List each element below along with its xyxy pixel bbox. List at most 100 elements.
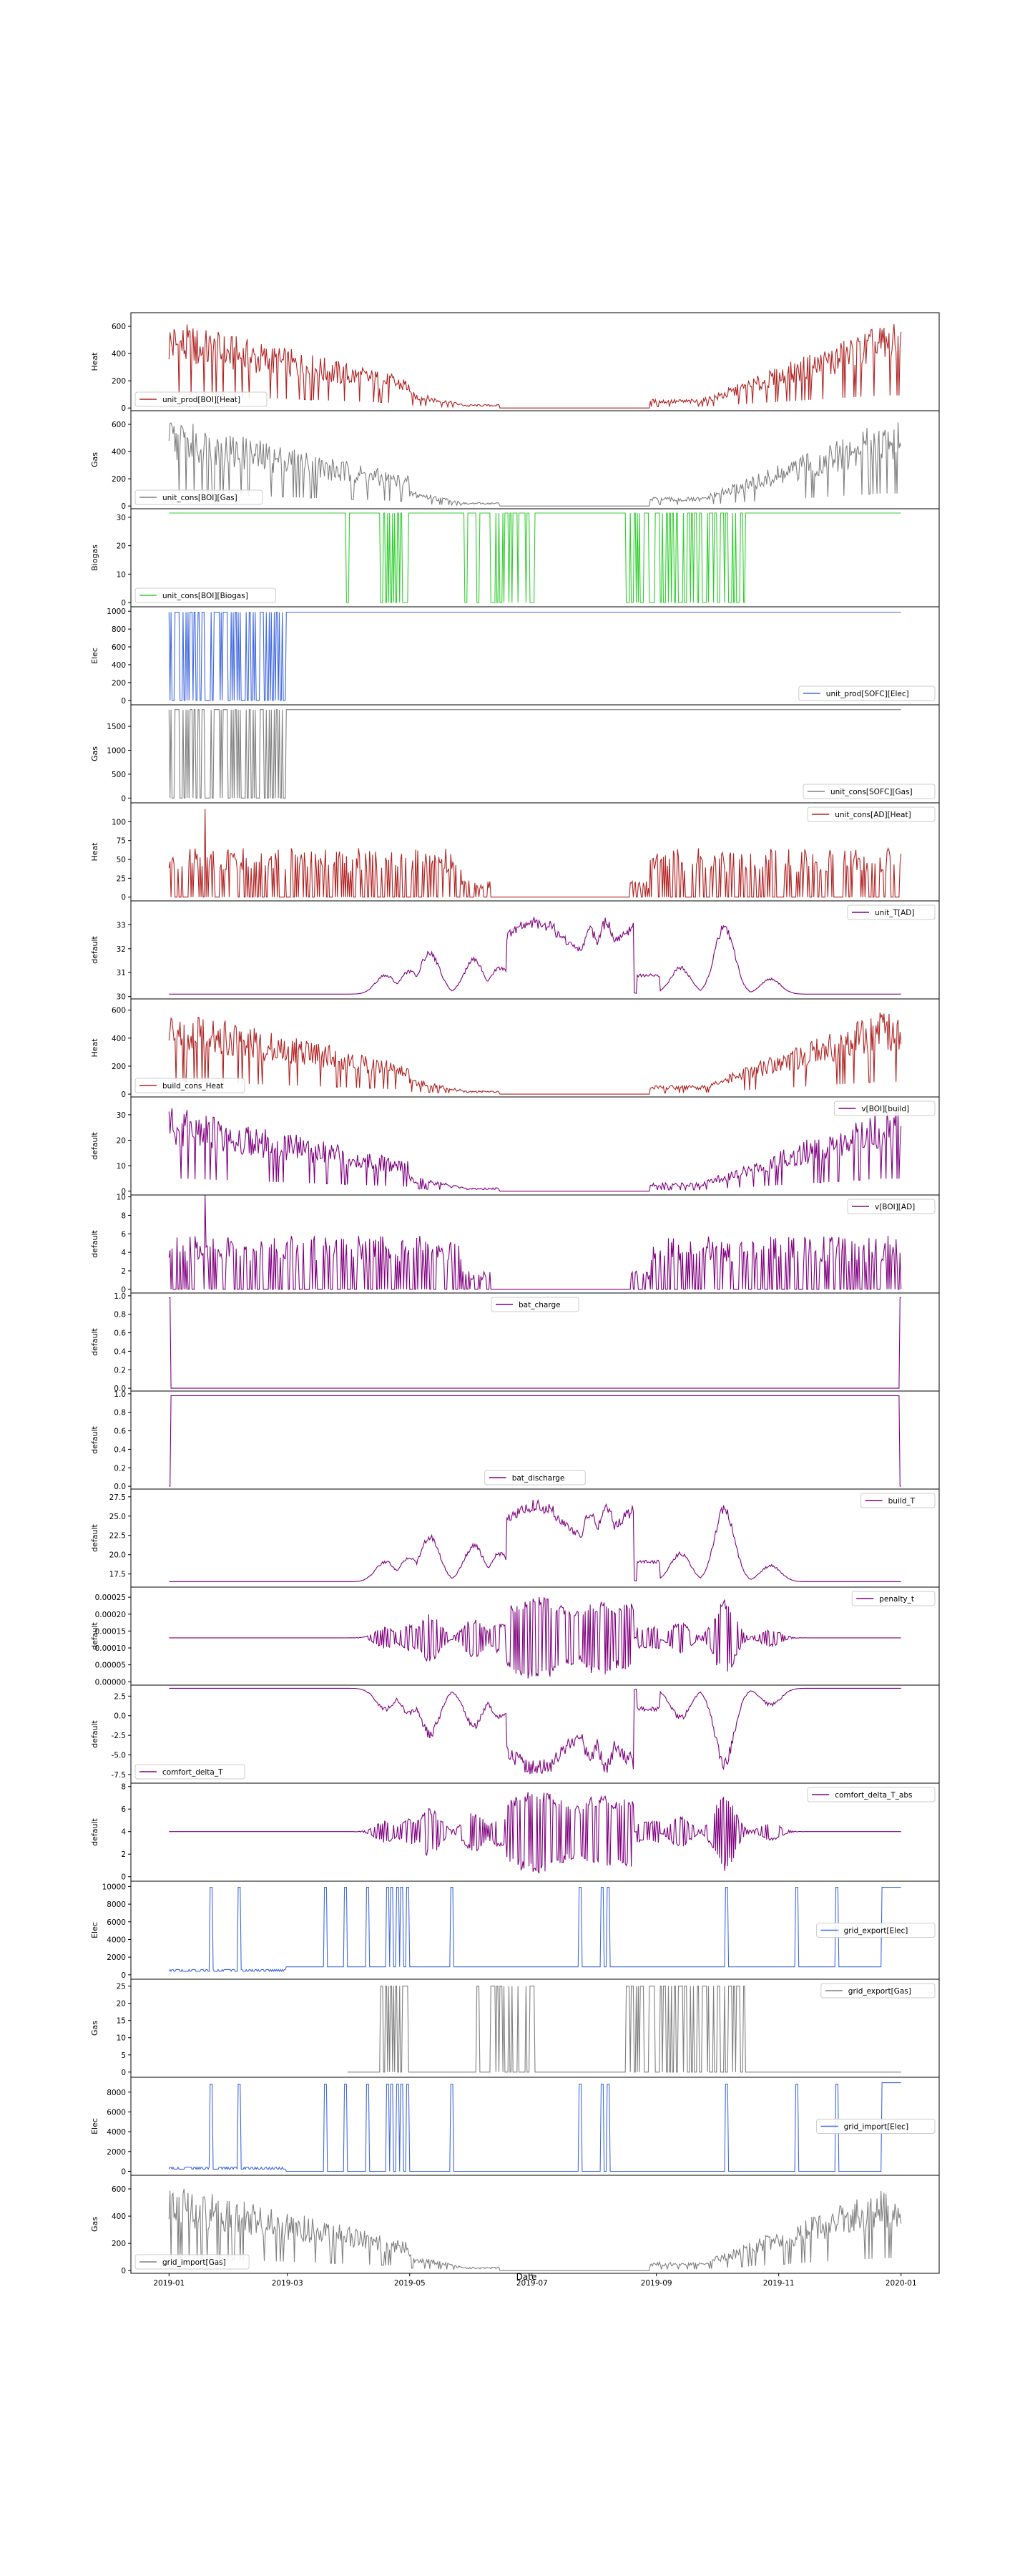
- legend: unit_cons[SOFC][Gas]: [803, 784, 936, 799]
- panel-12: 17.5 20.0 22.5 25.0 27.5 default build_T: [90, 1488, 940, 1588]
- series-line: [168, 1195, 902, 1290]
- panel-frame: [130, 1684, 940, 1784]
- y-tick-label: 4: [121, 1249, 126, 1257]
- y-tick-label: 0.0: [114, 1483, 126, 1491]
- y-tick-label: 20: [117, 542, 126, 551]
- panel-19: 0 200 400 600 Gas grid_import[Gas]: [90, 2175, 940, 2275]
- y-axis-label: Gas: [90, 2021, 99, 2036]
- y-tick-label: 25.0: [109, 1513, 126, 1521]
- y-tick-label: 31: [117, 969, 126, 977]
- y-tick-label: 200: [112, 2240, 126, 2248]
- y-tick-label: 1000: [107, 608, 126, 616]
- y-tick-label: 600: [112, 643, 126, 652]
- y-tick-label: 20.0: [109, 1551, 126, 1560]
- legend-label: grid_import[Gas]: [162, 2258, 226, 2267]
- legend-label: grid_export[Elec]: [844, 1927, 908, 1936]
- y-axis-label: Biogas: [90, 545, 99, 571]
- y-tick-label: 0.00000: [95, 1678, 126, 1687]
- y-tick-label: 2000: [107, 2148, 126, 2157]
- series-line: [168, 809, 902, 898]
- y-tick-label: 0.0: [114, 1712, 126, 1721]
- y-tick-label: 0: [121, 894, 126, 902]
- y-tick-label: 400: [112, 350, 126, 358]
- y-axis-label: default: [90, 1719, 99, 1747]
- y-tick-label: 10: [117, 570, 126, 579]
- y-tick-label: 0: [121, 599, 126, 608]
- y-axis-label: default: [90, 1621, 99, 1649]
- panel-7: 0 200 400 600 Heat build_cons_Heat: [90, 998, 940, 1099]
- legend: unit_cons[AD][Heat]: [807, 806, 936, 822]
- series-line: [168, 1108, 902, 1192]
- legend: unit_prod[SOFC][Elec]: [798, 686, 936, 701]
- y-tick-label: 400: [112, 2212, 126, 2221]
- legend: comfort_delta_T: [134, 1764, 245, 1780]
- y-tick-label: 10: [117, 2034, 126, 2043]
- y-axis-label: Elec: [90, 648, 99, 664]
- legend-label: penalty_t: [879, 1595, 914, 1604]
- y-axis-label: Heat: [90, 352, 99, 371]
- y-tick-label: 1000: [107, 746, 126, 755]
- y-tick-label: 6000: [107, 1918, 126, 1927]
- y-tick-label: 0: [121, 1091, 126, 1099]
- x-tick-label: 2019-07: [516, 2279, 548, 2288]
- legend-label: unit_cons[SOFC][Gas]: [830, 788, 913, 796]
- y-tick-label: 25: [117, 1983, 126, 1991]
- legend-label: bat_charge: [519, 1301, 561, 1309]
- y-tick-label: 0.00015: [95, 1627, 126, 1636]
- y-tick-label: 0.8: [114, 1409, 126, 1418]
- legend-label: build_cons_Heat: [162, 1082, 224, 1091]
- y-tick-label: 0: [121, 2069, 126, 2077]
- legend-label: unit_cons[BOI][Gas]: [162, 494, 237, 502]
- y-tick-label: 0.6: [114, 1330, 126, 1338]
- series-line: [168, 2188, 902, 2271]
- y-tick-label: 75: [117, 837, 126, 846]
- legend: unit_cons[BOI][Gas]: [134, 489, 263, 505]
- legend: unit_cons[BOI][Biogas]: [134, 587, 276, 603]
- y-axis-label: Gas: [90, 746, 99, 761]
- y-tick-label: 0: [121, 404, 126, 413]
- y-tick-label: 0: [121, 1873, 126, 1882]
- y-axis-label: default: [90, 1818, 99, 1845]
- panel-0: 0 200 400 600 Heat unit_prod[BOI][Heat]: [90, 312, 940, 413]
- series-line: [169, 1395, 901, 1487]
- legend: grid_export[Elec]: [816, 1923, 936, 1938]
- y-tick-label: 2: [121, 1850, 126, 1859]
- y-tick-label: 30: [117, 993, 126, 1002]
- y-tick-label: 0.00020: [95, 1611, 126, 1619]
- y-tick-label: 10: [117, 1162, 126, 1171]
- y-tick-label: 8: [121, 1783, 126, 1792]
- legend: grid_import[Gas]: [134, 2254, 250, 2270]
- legend-label: comfort_delta_T: [162, 1768, 223, 1777]
- y-tick-label: 0: [121, 1188, 126, 1196]
- y-axis-label: Heat: [90, 1038, 99, 1058]
- y-axis-label: Gas: [90, 2217, 99, 2232]
- y-tick-label: 600: [112, 1007, 126, 1015]
- y-tick-label: 4000: [107, 2128, 126, 2137]
- y-tick-label: 32: [117, 945, 126, 954]
- panel-8: 0 10 20 30 default v[BOI][build]: [90, 1096, 940, 1196]
- y-tick-label: -5.0: [112, 1752, 127, 1760]
- series-line: [169, 1297, 901, 1389]
- y-tick-label: 6: [121, 1230, 126, 1239]
- legend-label: unit_cons[AD][Heat]: [835, 811, 911, 819]
- panel-5: 0 25 50 75 100 Heat unit_cons[AD][Heat]: [90, 802, 940, 902]
- y-tick-label: 2.5: [114, 1692, 126, 1701]
- panel-9: 0 2 4 6 8 10 default v[BOI][AD]: [90, 1194, 940, 1294]
- y-tick-label: 100: [112, 818, 126, 826]
- y-tick-label: 600: [112, 2185, 126, 2194]
- y-tick-label: 6000: [107, 2108, 126, 2117]
- y-tick-label: 30: [117, 1111, 126, 1120]
- panel-18: 0 2000 4000 6000 8000 Elec grid_import[Elec]: [90, 2077, 940, 2176]
- series-line: [168, 1887, 901, 1973]
- y-tick-label: 17.5: [109, 1571, 126, 1579]
- y-tick-label: 6: [121, 1805, 126, 1814]
- y-axis-label: Gas: [90, 452, 99, 467]
- legend-label: grid_export[Gas]: [848, 1987, 911, 1996]
- y-tick-label: 50: [117, 856, 126, 864]
- y-axis-label: Heat: [90, 842, 99, 862]
- panels-group: 0200400600Heatunit_prod[BOI][Heat]020040…: [90, 312, 940, 2275]
- legend-label: build_T: [888, 1497, 916, 1506]
- y-axis-label: default: [90, 1425, 99, 1453]
- y-tick-label: 27.5: [109, 1493, 126, 1502]
- panel-16: 0 2000 4000 6000 8000 10000 Elec grid_export[El…: [90, 1880, 940, 1980]
